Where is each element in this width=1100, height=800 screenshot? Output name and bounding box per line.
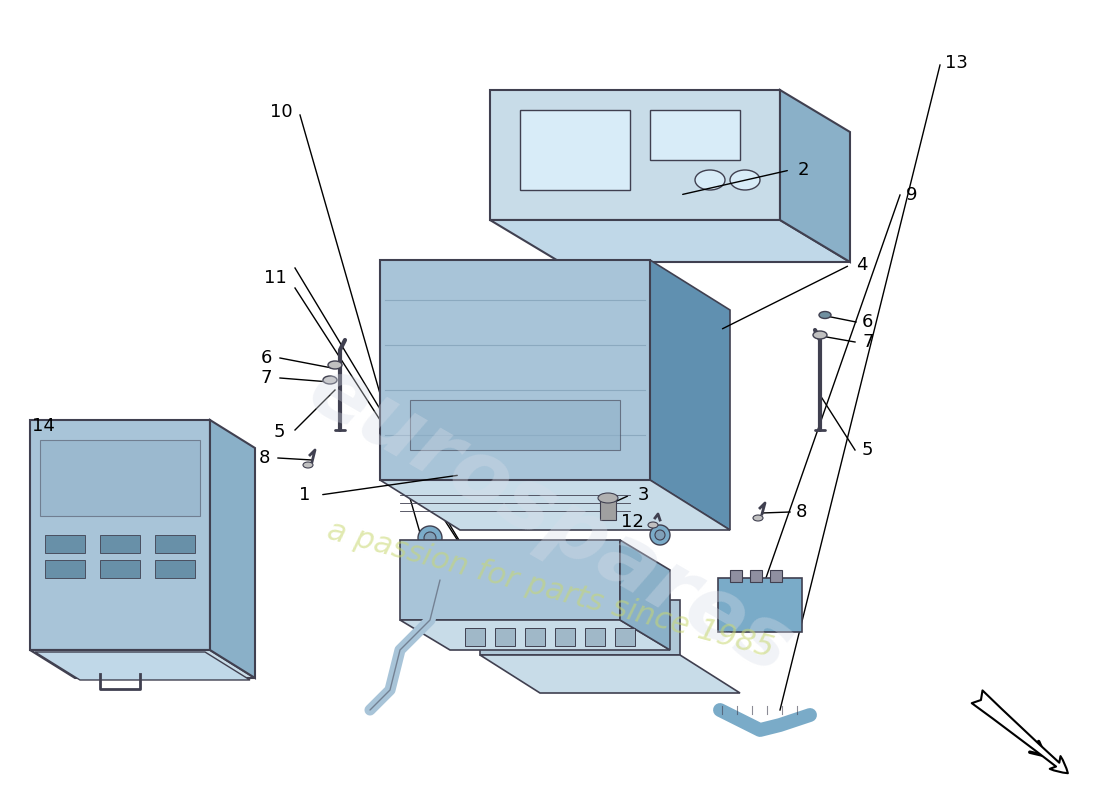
Bar	[100, 560, 140, 578]
Polygon shape	[490, 220, 850, 262]
Polygon shape	[210, 420, 255, 678]
Polygon shape	[480, 655, 740, 693]
Bar	[45, 535, 85, 553]
Text: eurospares: eurospares	[294, 348, 806, 692]
Text: 4: 4	[856, 256, 868, 274]
Bar	[155, 535, 195, 553]
FancyBboxPatch shape	[718, 578, 802, 632]
Text: a passion for parts since 1985: a passion for parts since 1985	[323, 516, 777, 664]
Circle shape	[650, 525, 670, 545]
Text: 8: 8	[796, 503, 807, 521]
Text: 6: 6	[862, 313, 873, 331]
Ellipse shape	[648, 522, 658, 528]
Text: 7: 7	[862, 333, 873, 351]
Bar	[45, 560, 85, 578]
Text: 3: 3	[638, 486, 649, 504]
Circle shape	[654, 530, 666, 540]
Polygon shape	[35, 652, 250, 680]
Ellipse shape	[730, 170, 760, 190]
Text: 10: 10	[271, 103, 293, 121]
Bar	[30, 420, 210, 650]
Polygon shape	[650, 260, 730, 530]
Ellipse shape	[754, 515, 763, 521]
Polygon shape	[30, 650, 255, 678]
Text: 1: 1	[298, 486, 310, 504]
Ellipse shape	[695, 170, 725, 190]
Bar	[400, 540, 620, 620]
Text: 5: 5	[862, 441, 873, 459]
Text: 12: 12	[621, 513, 643, 531]
Text: 9: 9	[906, 186, 917, 204]
Ellipse shape	[598, 493, 618, 503]
Bar	[520, 110, 630, 190]
Bar	[495, 628, 515, 646]
Bar	[770, 570, 782, 582]
Ellipse shape	[820, 311, 830, 318]
Polygon shape	[379, 480, 730, 530]
Polygon shape	[780, 90, 850, 262]
Bar	[615, 628, 635, 646]
Ellipse shape	[302, 462, 313, 468]
Bar	[556, 628, 575, 646]
Bar	[155, 560, 195, 578]
Bar	[490, 90, 780, 220]
Polygon shape	[620, 540, 670, 650]
Text: 2: 2	[798, 161, 810, 179]
Text: 13: 13	[945, 54, 968, 72]
Bar	[600, 498, 616, 520]
Text: 8: 8	[258, 449, 270, 467]
Text: 6: 6	[261, 349, 272, 367]
Bar	[40, 440, 200, 516]
Text: 7: 7	[261, 369, 272, 387]
Bar	[465, 628, 485, 646]
Bar	[100, 535, 140, 553]
Bar	[730, 570, 743, 582]
Polygon shape	[400, 620, 670, 650]
Polygon shape	[480, 600, 680, 655]
Bar	[525, 628, 544, 646]
Ellipse shape	[328, 361, 342, 369]
Text: 11: 11	[264, 269, 287, 287]
Bar	[585, 628, 605, 646]
Ellipse shape	[323, 376, 337, 384]
Bar	[750, 570, 762, 582]
Text: 5: 5	[274, 423, 285, 441]
FancyBboxPatch shape	[379, 260, 650, 480]
Bar	[410, 400, 620, 450]
Circle shape	[418, 526, 442, 550]
Circle shape	[424, 532, 436, 544]
Ellipse shape	[813, 331, 827, 339]
Text: 14: 14	[32, 417, 55, 435]
Bar	[650, 110, 740, 160]
